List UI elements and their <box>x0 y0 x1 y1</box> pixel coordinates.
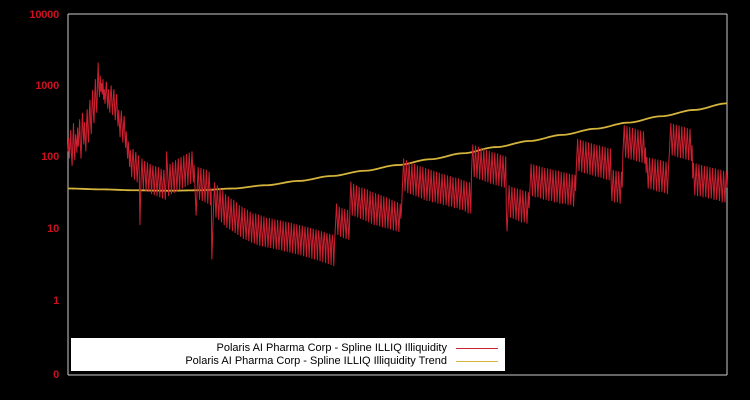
illiquidity-path <box>67 62 728 267</box>
legend-swatch-trend <box>456 360 498 362</box>
y-tick-label-100: 100 <box>41 151 59 163</box>
legend-label-illiquidity: Polaris AI Pharma Corp - Spline ILLIQ Il… <box>216 341 448 354</box>
y-tick-label-0: 0 <box>53 369 59 381</box>
y-tick-label-1000: 1000 <box>35 80 59 92</box>
legend-swatch-illiquidity <box>456 347 498 349</box>
legend-entry-illiquidity[interactable]: Polaris AI Pharma Corp - Spline ILLIQ Il… <box>72 342 504 355</box>
axis-frame <box>67 13 728 376</box>
series-trend-line <box>67 102 728 192</box>
chart-legend[interactable]: Polaris AI Pharma Corp - Spline ILLIQ Il… <box>71 338 505 371</box>
y-tick-label-1: 1 <box>53 295 59 307</box>
y-tick-label-10000: 10000 <box>29 9 59 21</box>
legend-entry-trend[interactable]: Polaris AI Pharma Corp - Spline ILLIQ Il… <box>72 355 504 368</box>
y-tick-label-10: 10 <box>47 223 59 235</box>
series-illiquidity-line <box>67 62 728 267</box>
trend-path <box>67 102 728 192</box>
legend-label-trend: Polaris AI Pharma Corp - Spline ILLIQ Il… <box>185 354 447 367</box>
